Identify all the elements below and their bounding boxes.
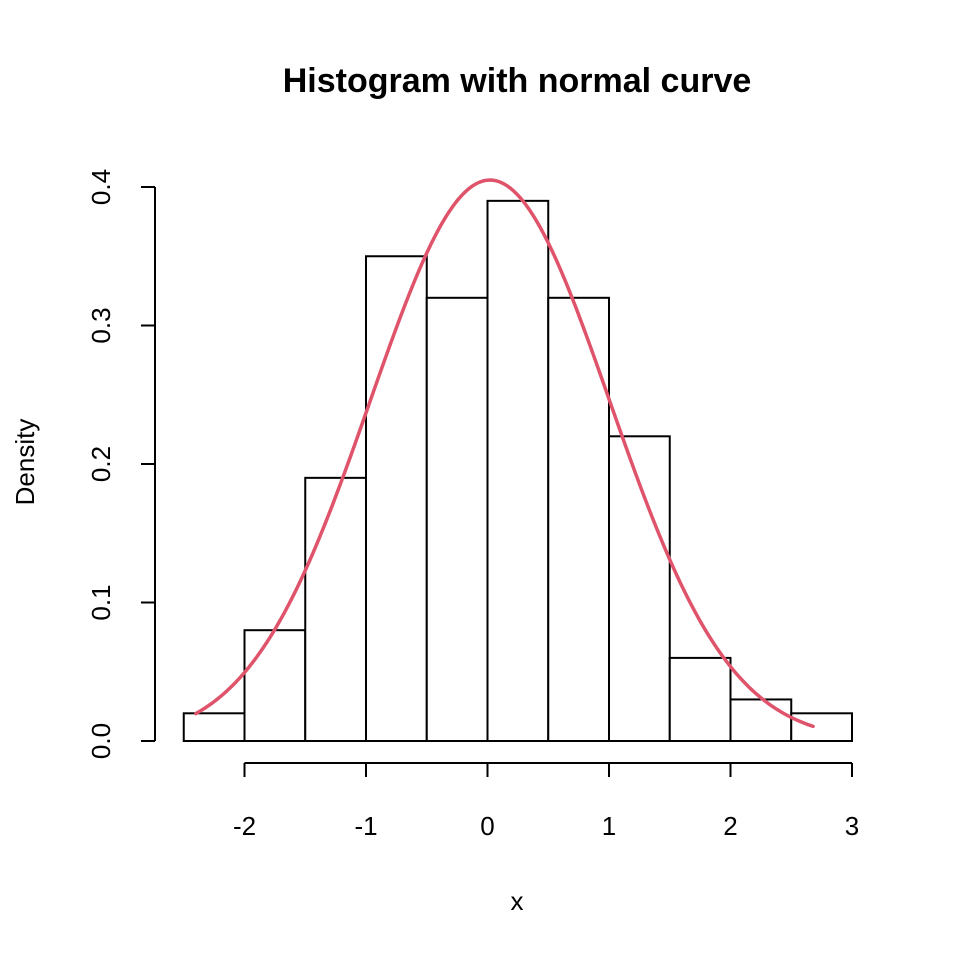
- y-tick-label-4: 0.4: [86, 169, 116, 205]
- histogram-bar-8: [668, 656, 732, 743]
- histogram-bar-5: [486, 199, 550, 743]
- histogram-bar-0: [182, 712, 246, 742]
- normal-curve: [194, 178, 815, 729]
- y-tick-label-2: 0.2: [86, 446, 116, 482]
- x-tick-label-2: 0: [480, 811, 494, 841]
- x-tick-label-1: -1: [354, 811, 377, 841]
- histogram-bar-6: [547, 296, 610, 742]
- y-tick-label-3: 0.3: [86, 307, 116, 343]
- histogram-bar-3: [365, 255, 428, 742]
- y-axis: 0.0 0.1 0.2 0.3 0.4: [86, 169, 156, 759]
- chart-title: Histogram with normal curve: [283, 62, 752, 100]
- x-axis-label: x: [511, 886, 524, 916]
- y-tick-label-1: 0.1: [86, 584, 116, 620]
- x-tick-label-0: -2: [233, 811, 256, 841]
- x-tick-label-4: 2: [723, 811, 737, 841]
- y-axis-label: Density: [10, 419, 40, 506]
- histogram-bars: [182, 199, 853, 743]
- histogram-bar-10: [790, 712, 853, 742]
- histogram-bar-2: [304, 476, 367, 742]
- histogram-bar-1: [243, 629, 307, 743]
- y-tick-label-0: 0.0: [86, 723, 116, 759]
- histogram-bar-4: [425, 296, 489, 742]
- histogram-bar-9: [729, 698, 793, 743]
- x-tick-label-5: 3: [845, 811, 859, 841]
- x-tick-label-3: 1: [602, 811, 616, 841]
- x-axis: -2 -1 0 1 2 3: [233, 762, 859, 841]
